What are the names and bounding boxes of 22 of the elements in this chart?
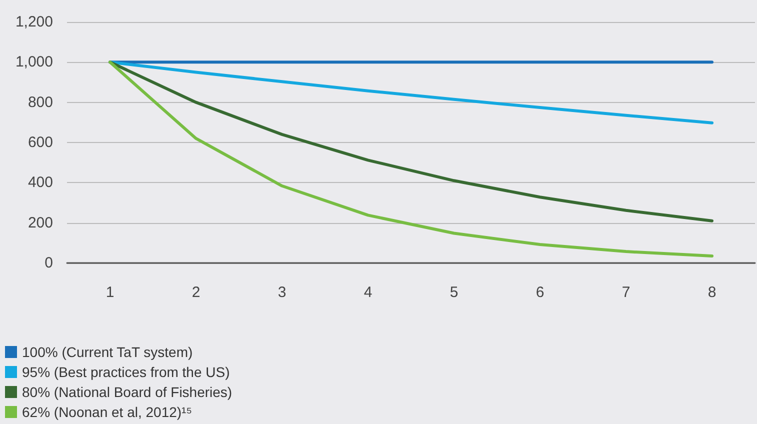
legend-label: 95% (Best practices from the US) [22,364,230,380]
line-series [108,60,714,258]
legend-label: 62% (Noonan et al, 2012)¹⁵ [22,404,192,420]
legend-label: 100% (Current TaT system) [22,344,193,360]
x-tick-label: 5 [450,284,458,301]
x-tick-label: 8 [708,284,716,301]
x-tick-label: 3 [278,284,286,301]
line-series [108,60,714,124]
y-tick-label: 600 [28,134,53,151]
y-tick-label: 0 [44,254,53,272]
x-tick-label: 4 [364,284,372,301]
y-tick-label: 800 [28,94,53,111]
x-tick-label: 7 [622,284,630,301]
x-tick-label: 6 [536,284,544,301]
y-tick-label: 1,200 [15,14,53,30]
x-tick-label: 2 [192,284,200,301]
line-series [108,60,714,222]
y-tick-label: 400 [28,174,53,192]
y-tick-label: 200 [28,214,53,232]
legend-label: 80% (National Board of Fisheries) [22,384,232,400]
y-tick-label: 1,000 [15,54,53,71]
x-tick-label: 1 [106,284,114,301]
